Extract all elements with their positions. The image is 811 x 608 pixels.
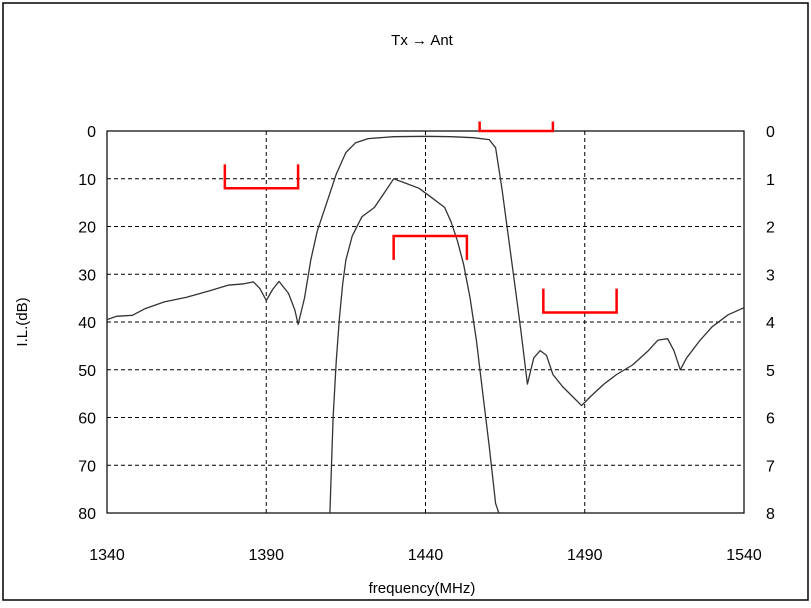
spec-bracket: [392, 234, 469, 260]
chart-title: Tx → Ant: [391, 32, 454, 49]
spec-bracket: [223, 164, 300, 190]
y-tick-label-left: 0: [87, 124, 96, 141]
x-tick-labels: 1340 1390 1440 1490 1540: [89, 547, 762, 564]
y-axis-label: I.L.(dB): [14, 297, 31, 346]
y-tick-label-right: 6: [766, 411, 775, 428]
grid: [107, 131, 744, 513]
series-line-passband: [329, 178, 500, 514]
x-tick-label: 1490: [567, 547, 603, 564]
y-tick-label-right: 5: [766, 363, 775, 380]
y-tick-label-left: 20: [78, 220, 96, 237]
x-tick-label: 1340: [89, 547, 125, 564]
x-tick-label: 1440: [408, 547, 444, 564]
y-tick-label-right: 0: [766, 124, 775, 141]
y-tick-label-right: 4: [766, 315, 775, 332]
x-tick-label: 1540: [726, 547, 762, 564]
y-tick-label-left: 60: [78, 411, 96, 428]
spec-brackets: [223, 121, 618, 314]
y-tick-label-right: 3: [766, 267, 775, 284]
y-tick-label-right: 2: [766, 220, 775, 237]
y-tick-label-right: 8: [766, 506, 775, 523]
y-tick-label-right: 7: [766, 458, 775, 475]
series-group: [106, 135, 745, 514]
y-tick-labels-right: 0 1 2 3 4 5 6 7 8: [766, 124, 775, 523]
y-tick-label-left: 50: [78, 363, 96, 380]
y-tick-label-left: 40: [78, 315, 96, 332]
x-axis-label: frequency(MHz): [369, 580, 476, 597]
y-tick-label-left: 70: [78, 458, 96, 475]
y-tick-label-left: 10: [78, 172, 96, 189]
y-tick-label-left: 80: [78, 506, 96, 523]
y-tick-labels-left: 0 10 20 30 40 50 60 70 80: [78, 124, 96, 523]
series-line-wideband: [106, 135, 745, 407]
y-tick-label-right: 1: [766, 172, 775, 189]
x-tick-label: 1390: [248, 547, 284, 564]
spec-bracket: [542, 288, 618, 314]
y-tick-label-left: 30: [78, 267, 96, 284]
spec-bracket: [478, 121, 555, 133]
plot-area: [106, 130, 745, 514]
